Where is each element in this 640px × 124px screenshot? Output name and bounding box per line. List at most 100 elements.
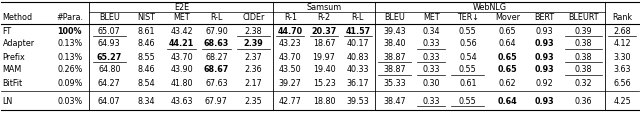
Text: 43.50: 43.50 <box>279 65 301 75</box>
Text: 0.38: 0.38 <box>574 40 592 48</box>
Text: 65.27: 65.27 <box>97 52 122 62</box>
Text: 0.13%: 0.13% <box>57 40 83 48</box>
Text: 0.36: 0.36 <box>574 96 592 106</box>
Text: 0.56: 0.56 <box>459 40 477 48</box>
Text: Mover: Mover <box>495 14 520 22</box>
Text: 0.38: 0.38 <box>574 65 592 75</box>
Text: BLEU: BLEU <box>99 14 120 22</box>
Text: WebNLG: WebNLG <box>473 2 507 12</box>
Text: 43.70: 43.70 <box>170 52 193 62</box>
Text: 43.23: 43.23 <box>279 40 301 48</box>
Text: 2.36: 2.36 <box>245 65 262 75</box>
Text: FT: FT <box>3 27 12 35</box>
Text: 68.27: 68.27 <box>205 52 228 62</box>
Text: R-2: R-2 <box>317 14 331 22</box>
Text: 0.33: 0.33 <box>422 52 440 62</box>
Text: 15.23: 15.23 <box>313 78 335 88</box>
Text: 41.57: 41.57 <box>345 27 371 35</box>
Text: 0.33: 0.33 <box>422 65 440 75</box>
Text: #Para.: #Para. <box>56 14 83 22</box>
Text: 0.64: 0.64 <box>498 96 517 106</box>
Text: BitFit: BitFit <box>3 78 22 88</box>
Text: 0.61: 0.61 <box>459 78 477 88</box>
Text: 0.39: 0.39 <box>574 27 592 35</box>
Text: 39.53: 39.53 <box>346 96 369 106</box>
Text: 67.63: 67.63 <box>205 78 228 88</box>
Text: 35.33: 35.33 <box>383 78 406 88</box>
Text: R-L: R-L <box>351 14 364 22</box>
Text: 39.27: 39.27 <box>279 78 301 88</box>
Text: 3.30: 3.30 <box>613 52 631 62</box>
Text: 38.87: 38.87 <box>383 52 406 62</box>
Text: 44.21: 44.21 <box>169 40 194 48</box>
Text: Rank: Rank <box>612 14 632 22</box>
Text: 2.38: 2.38 <box>245 27 262 35</box>
Text: 8.46: 8.46 <box>138 40 156 48</box>
Text: MET: MET <box>173 14 190 22</box>
Text: 41.80: 41.80 <box>170 78 193 88</box>
Text: 67.97: 67.97 <box>205 96 228 106</box>
Text: 0.62: 0.62 <box>499 78 516 88</box>
Text: 19.97: 19.97 <box>312 52 335 62</box>
Text: 2.39: 2.39 <box>244 40 264 48</box>
Text: 6.56: 6.56 <box>613 78 631 88</box>
Text: BLEURT: BLEURT <box>568 14 598 22</box>
Text: BERT: BERT <box>534 14 554 22</box>
Text: E2E: E2E <box>174 2 189 12</box>
Text: 0.54: 0.54 <box>459 52 477 62</box>
Text: 0.93: 0.93 <box>534 65 554 75</box>
Text: 64.80: 64.80 <box>98 65 120 75</box>
Text: NIST: NIST <box>138 14 156 22</box>
Text: Method: Method <box>3 14 33 22</box>
Text: Prefix: Prefix <box>3 52 25 62</box>
Text: 38.47: 38.47 <box>383 96 406 106</box>
Text: 40.83: 40.83 <box>347 52 369 62</box>
Text: 0.38: 0.38 <box>574 52 592 62</box>
Text: 64.27: 64.27 <box>98 78 121 88</box>
Text: Adapter: Adapter <box>3 40 35 48</box>
Text: 0.55: 0.55 <box>459 65 477 75</box>
Text: 43.90: 43.90 <box>170 65 193 75</box>
Text: 43.63: 43.63 <box>170 96 193 106</box>
Text: 2.17: 2.17 <box>244 78 262 88</box>
Text: 4.25: 4.25 <box>613 96 631 106</box>
Text: 0.03%: 0.03% <box>57 96 83 106</box>
Text: LN: LN <box>3 96 13 106</box>
Text: R-1: R-1 <box>284 14 297 22</box>
Text: 68.63: 68.63 <box>204 40 229 48</box>
Text: 65.07: 65.07 <box>98 27 121 35</box>
Text: 3.63: 3.63 <box>613 65 631 75</box>
Text: 40.33: 40.33 <box>347 65 369 75</box>
Text: 0.93: 0.93 <box>534 52 554 62</box>
Text: 18.67: 18.67 <box>313 40 335 48</box>
Text: 42.77: 42.77 <box>279 96 301 106</box>
Text: 8.55: 8.55 <box>138 52 156 62</box>
Text: 2.37: 2.37 <box>244 52 262 62</box>
Text: 0.55: 0.55 <box>459 96 477 106</box>
Text: 0.93: 0.93 <box>534 96 554 106</box>
Text: 0.33: 0.33 <box>422 40 440 48</box>
Text: 2.35: 2.35 <box>244 96 262 106</box>
Text: 20.37: 20.37 <box>312 27 337 35</box>
Text: 8.54: 8.54 <box>138 78 156 88</box>
Text: 64.07: 64.07 <box>98 96 120 106</box>
Text: 68.67: 68.67 <box>204 65 229 75</box>
Text: 0.55: 0.55 <box>459 27 477 35</box>
Text: 8.46: 8.46 <box>138 65 156 75</box>
Text: 0.09%: 0.09% <box>57 78 83 88</box>
Text: 67.90: 67.90 <box>205 27 228 35</box>
Text: 19.40: 19.40 <box>313 65 335 75</box>
Text: 36.17: 36.17 <box>346 78 369 88</box>
Text: 0.93: 0.93 <box>534 40 554 48</box>
Text: 0.13%: 0.13% <box>57 52 83 62</box>
Text: 0.65: 0.65 <box>498 65 517 75</box>
Text: 43.70: 43.70 <box>279 52 301 62</box>
Text: 0.34: 0.34 <box>422 27 440 35</box>
Text: 18.80: 18.80 <box>313 96 335 106</box>
Text: 64.93: 64.93 <box>98 40 120 48</box>
Text: 0.26%: 0.26% <box>57 65 83 75</box>
Text: 2.68: 2.68 <box>613 27 631 35</box>
Text: TER↓: TER↓ <box>457 14 479 22</box>
Text: 44.70: 44.70 <box>278 27 303 35</box>
Text: Samsum: Samsum <box>307 2 342 12</box>
